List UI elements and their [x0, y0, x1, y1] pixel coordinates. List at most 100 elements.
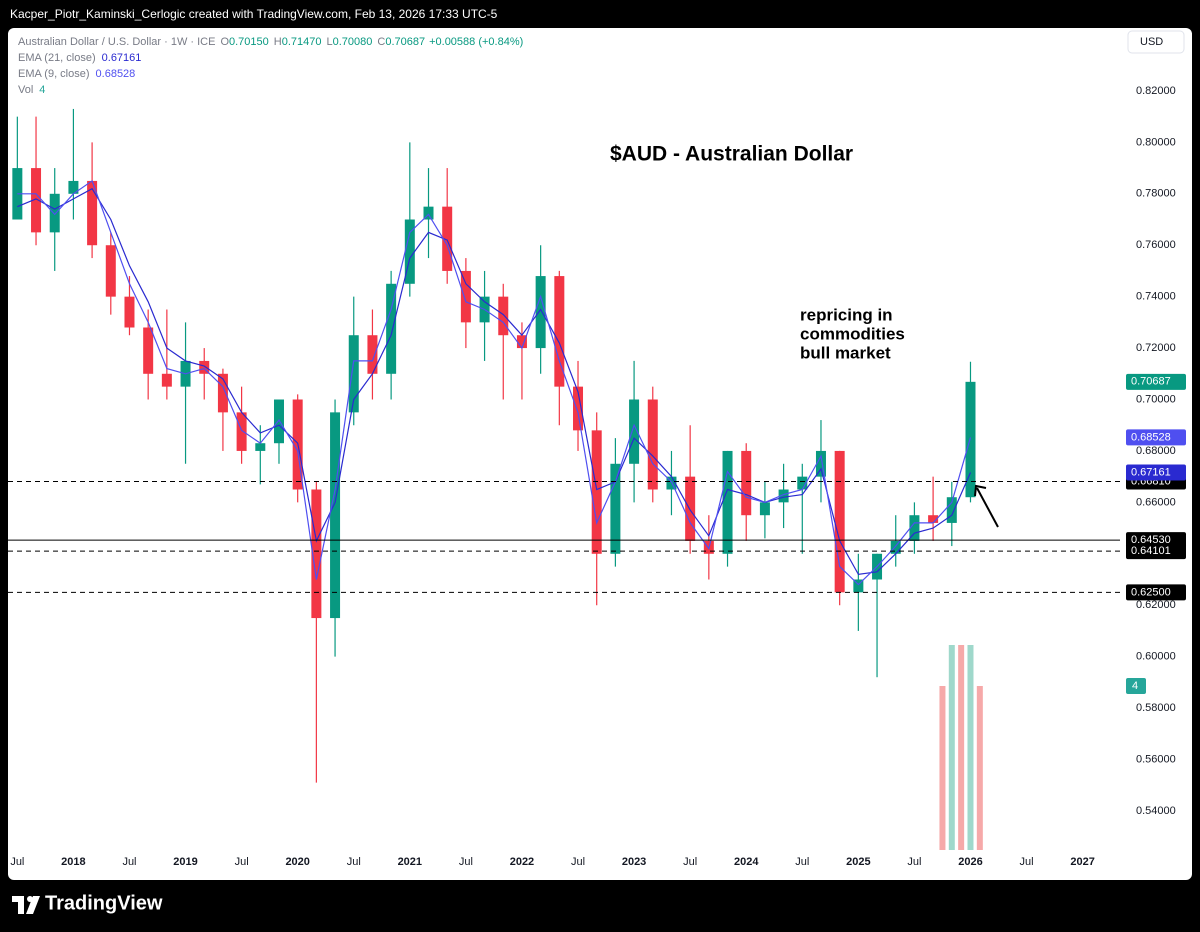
candle-body: [591, 430, 602, 554]
candle-body: [629, 399, 640, 464]
arrow: [976, 487, 999, 528]
legend-item: O: [220, 36, 229, 48]
x-tick-label: 2021: [398, 856, 422, 868]
legend-item: H: [274, 36, 282, 48]
price-label-box: [1126, 373, 1186, 390]
candle-body: [498, 296, 509, 336]
x-tick-label: 2022: [510, 856, 534, 868]
candle-body: [217, 373, 228, 413]
legend-row: Vol 4: [18, 84, 45, 96]
price-label: 0.70687: [1131, 376, 1171, 388]
candle-body: [330, 412, 341, 619]
candle-body: [255, 443, 266, 451]
volume-bar: [948, 645, 955, 850]
x-tick-label: Jul: [1020, 856, 1034, 868]
candle-body: [797, 476, 808, 490]
y-tick-label: 0.56000: [1136, 753, 1176, 765]
candle-body: [759, 502, 770, 516]
x-tick-label: Jul: [10, 856, 24, 868]
ema-line: [17, 179, 972, 586]
x-tick-label: Jul: [683, 856, 697, 868]
legend-row: EMA (9, close) 0.68528: [18, 68, 135, 80]
y-tick-label: 0.58000: [1136, 702, 1176, 714]
candle-body: [647, 399, 658, 490]
candle-body: [741, 450, 752, 516]
x-tick-label: Jul: [571, 856, 585, 868]
price-label: 0.64530: [1131, 534, 1171, 546]
brand: TradingView: [45, 892, 163, 914]
legend-item: C: [377, 36, 385, 48]
y-tick-label: 0.70000: [1136, 393, 1176, 405]
volume-label: 4: [1132, 680, 1138, 692]
legend-item: 4: [39, 84, 45, 96]
x-tick-label: 2020: [285, 856, 309, 868]
candle-body: [516, 335, 527, 349]
candle-body: [442, 206, 453, 271]
candle-body: [273, 399, 284, 444]
legend-item: 0.70080: [333, 36, 373, 48]
candle-body: [68, 180, 79, 194]
legend-item: +0.00588 (+0.84%): [429, 36, 523, 48]
price-label: 0.68528: [1131, 431, 1171, 443]
candle-body: [423, 206, 434, 220]
legend-item: Vol: [18, 84, 33, 96]
y-tick-label: 0.66000: [1136, 496, 1176, 508]
volume-bar: [958, 645, 965, 850]
legend-item: L: [326, 36, 332, 48]
y-tick-label: 0.62000: [1136, 599, 1176, 611]
plot-area: [12, 108, 983, 850]
candle-body: [778, 489, 789, 503]
candle-body: [161, 373, 172, 387]
legend-row: Australian Dollar / U.S. Dollar · 1W · I…: [18, 36, 523, 48]
price-label-box: [1126, 464, 1186, 481]
candle-body: [815, 450, 826, 477]
legend-item: 0.67161: [102, 52, 142, 64]
candle-body: [909, 515, 920, 541]
x-tick-label: 2018: [61, 856, 85, 868]
candle-body: [460, 270, 471, 323]
volume-label-box: [1126, 678, 1146, 694]
price-label-box: [1126, 429, 1186, 446]
legend-item: EMA (9, close): [18, 68, 90, 80]
y-tick-label: 0.68000: [1136, 445, 1176, 457]
candle-body: [105, 245, 116, 297]
volume-bar: [939, 686, 946, 850]
x-tick-label: 2027: [1070, 856, 1094, 868]
candle-body: [573, 386, 584, 431]
attribution: Kacper_Piotr_Kaminski_Cerlogic created w…: [10, 7, 498, 21]
legend-item: 0.70687: [385, 36, 425, 48]
candle-body: [31, 168, 42, 233]
x-tick-label: Jul: [235, 856, 249, 868]
candle-body: [124, 296, 135, 328]
x-tick-label: Jul: [122, 856, 136, 868]
candle-body: [367, 335, 378, 374]
y-tick-label: 0.76000: [1136, 239, 1176, 251]
x-tick-label: Jul: [907, 856, 921, 868]
price-label-box: [1126, 543, 1186, 560]
candle-body: [199, 360, 210, 374]
price-label: 0.64101: [1131, 545, 1171, 557]
x-tick-label: 2024: [734, 856, 759, 868]
y-tick-label: 0.82000: [1136, 85, 1176, 97]
x-tick-label: 2026: [958, 856, 982, 868]
x-tick-label: Jul: [795, 856, 809, 868]
legend-row: EMA (21, close) 0.67161: [18, 52, 141, 64]
candle-body: [722, 450, 733, 554]
candle-body: [946, 497, 957, 523]
currency-button[interactable]: [1127, 30, 1185, 54]
y-tick-label: 0.72000: [1136, 342, 1176, 354]
legend-item: 0.71470: [282, 36, 322, 48]
candle-body: [236, 412, 247, 451]
price-label-box: [1126, 584, 1186, 601]
y-tick-label: 0.54000: [1136, 805, 1176, 817]
price-label: 0.62500: [1131, 586, 1171, 598]
candle-body: [535, 276, 546, 349]
annotation: bull market: [800, 343, 891, 362]
candle-body: [348, 335, 359, 413]
candle-body: [404, 219, 415, 284]
candle-body: [386, 283, 397, 374]
y-tick-label: 0.78000: [1136, 188, 1176, 200]
candle-body: [554, 276, 565, 387]
currency[interactable]: USD: [1140, 36, 1163, 48]
